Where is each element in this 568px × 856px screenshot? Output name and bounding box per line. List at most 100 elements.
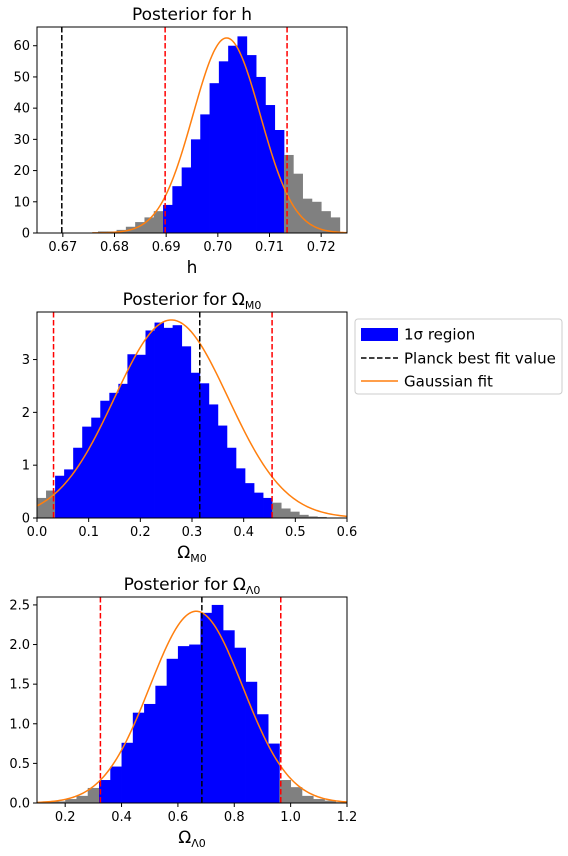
y-tick-label: 30 [13, 133, 30, 148]
x-tick-label: 0.1 [78, 525, 99, 540]
histogram-bar [234, 647, 246, 803]
histogram-bar [244, 483, 255, 518]
chart-title-sub: M0 [245, 299, 262, 312]
x-tick-label: 0.2 [130, 525, 151, 540]
histogram-bar [144, 217, 155, 233]
x-axis-label: ΩΛ0 [178, 828, 206, 850]
histogram-bar [91, 417, 101, 518]
y-tick-label: 1.0 [9, 717, 30, 732]
histogram-bar [144, 703, 156, 803]
histogram-bar [263, 497, 273, 518]
histogram-bar [317, 516, 327, 518]
y-tick-label: 0 [22, 227, 30, 242]
histogram-bar [110, 766, 122, 803]
y-tick-label: 50 [13, 70, 30, 85]
chart-title-sub: Λ0 [246, 584, 261, 597]
x-tick-label: 0.68 [100, 240, 129, 255]
histogram-bar [135, 222, 145, 233]
chart-title-main: Posterior for Ω [124, 575, 246, 595]
histogram-bar [208, 404, 219, 518]
chart-title-main: Posterior for h [132, 5, 252, 25]
histogram-bar [313, 799, 325, 803]
legend-label: Planck best fit value [404, 350, 556, 368]
x-tick-label: 0.71 [255, 240, 284, 255]
histogram-bar [279, 780, 292, 803]
histogram-bar [290, 511, 300, 518]
histogram-bar [268, 743, 280, 803]
y-tick-label: 2.5 [9, 598, 30, 613]
axes-frame [36, 26, 348, 234]
x-tick-label: 0.2 [55, 810, 76, 825]
histogram-bar [200, 612, 213, 803]
chart-title: Posterior for h [132, 5, 252, 25]
histogram-bar [99, 780, 111, 803]
histogram-bar [274, 130, 285, 233]
x-axis-label: h [187, 258, 198, 278]
y-tick-label: 60 [13, 39, 30, 54]
histogram-bar [226, 447, 237, 518]
histogram-bar [302, 198, 313, 233]
histogram-bar [324, 800, 337, 803]
histogram-bar [281, 508, 291, 518]
x-tick-label: 1.2 [337, 810, 358, 825]
y-tick-label: 0 [22, 512, 30, 527]
histogram-bar [245, 681, 258, 803]
y-tick-label: 20 [13, 164, 30, 179]
histogram-bar [299, 514, 309, 518]
histogram-bar [132, 712, 145, 803]
histogram-bar [46, 490, 56, 518]
axes-frame [36, 596, 348, 804]
histogram-bar [109, 392, 119, 518]
histogram-bar [154, 322, 164, 518]
histogram-bar [64, 469, 74, 518]
x-tick-label: 0.6 [168, 810, 189, 825]
x-axis-label-main: h [187, 258, 198, 278]
histogram-bar [311, 201, 322, 233]
legend-label: Gaussian fit [404, 373, 493, 391]
x-tick-label: 0.4 [233, 525, 254, 540]
gaussian-fit-line [37, 610, 347, 803]
x-axis-label-main: Ω [177, 543, 190, 563]
histogram-bar [211, 604, 224, 803]
histogram-bar [293, 173, 303, 233]
x-tick-label: 0.8 [224, 810, 245, 825]
y-tick-label: 2 [22, 406, 30, 421]
histogram-bar [308, 516, 318, 518]
histogram-bar [189, 644, 201, 803]
x-tick-label: 0.3 [182, 525, 203, 540]
x-axis-label: ΩM0 [177, 543, 207, 565]
histogram-bar [256, 714, 269, 803]
plot-area-om [37, 312, 347, 518]
histogram-bar [177, 646, 190, 803]
histogram-bar [55, 475, 65, 518]
histogram-bar [272, 502, 282, 518]
histogram-bar [209, 83, 220, 233]
plot-area-h [61, 27, 347, 233]
histogram-bar [65, 799, 77, 803]
x-tick-label: 0.70 [203, 240, 232, 255]
chart-h: 0.67 0.68 0.69 0.70 0.71 0.72 0 10 20 30 40 50 60 Pos… [13, 5, 348, 278]
histogram-bar [166, 658, 179, 803]
chart-ol: 0.2 0.4 0.6 0.8 1.0 1.2 0.0 0.5 1.0 1.5 2.0 2.5 Post… [9, 575, 358, 850]
x-tick-label: 0.67 [48, 240, 77, 255]
histogram-bar [199, 383, 210, 518]
histogram-bar [181, 167, 192, 233]
histogram-bar [283, 154, 294, 233]
x-tick-label: 0.0 [27, 525, 48, 540]
histogram-bar [265, 105, 276, 233]
histogram-bar [218, 61, 229, 233]
chart-title: Posterior for ΩM0 [123, 290, 262, 312]
histogram-bar [190, 139, 201, 233]
histogram-bar [190, 372, 201, 518]
histogram-bar [121, 742, 134, 803]
histogram-bar [87, 787, 100, 803]
histogram-bar [235, 468, 246, 518]
histogram-bar [301, 795, 314, 803]
histogram-bar [246, 55, 257, 233]
plot-area-ol [37, 597, 347, 803]
x-tick-label: 0.6 [337, 525, 358, 540]
x-tick-label: 0.72 [307, 240, 336, 255]
y-tick-label: 2.0 [9, 638, 30, 653]
histogram-bar [153, 211, 164, 233]
